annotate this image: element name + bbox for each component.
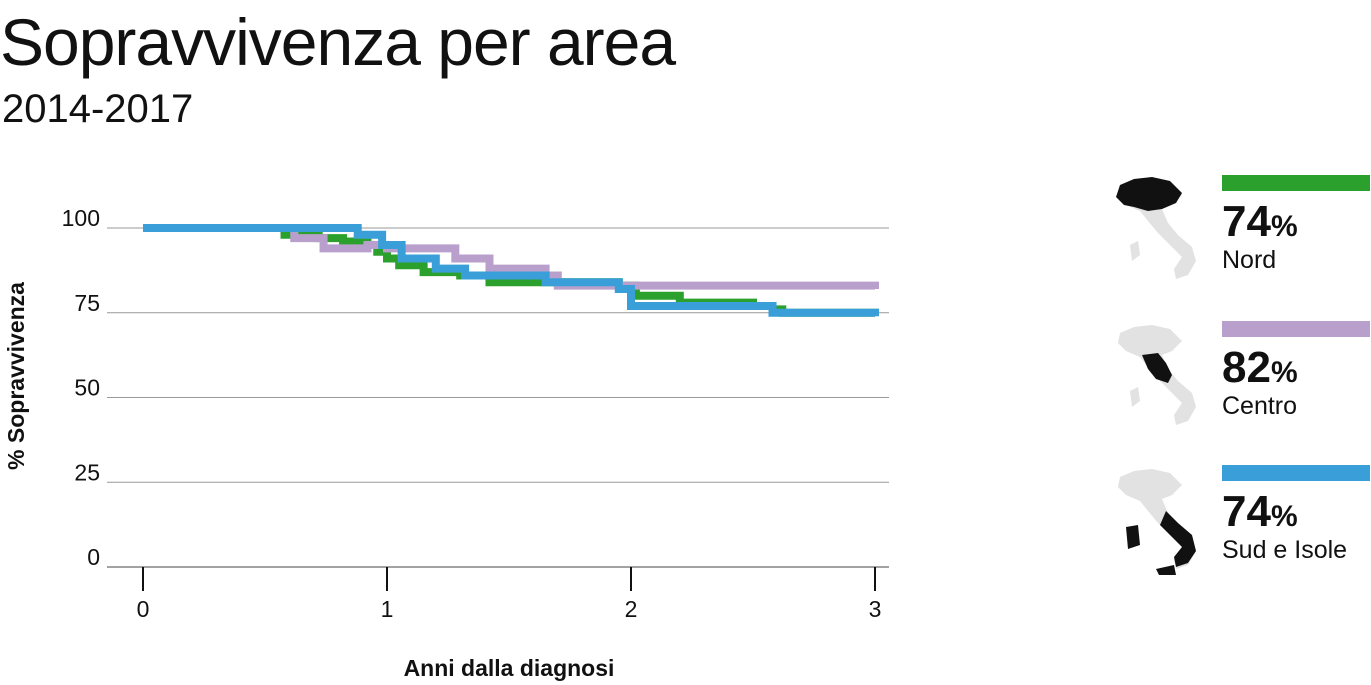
y-tick-labels: 0 25 50 75 100 <box>62 205 100 570</box>
x-tick-label-3: 3 <box>869 596 882 622</box>
legend-area-name: Nord <box>1222 246 1277 274</box>
legend-percentage: 74% <box>1222 487 1298 536</box>
series-lines <box>143 224 879 317</box>
legend-color-bar <box>1222 175 1370 191</box>
italy-south-map-icon <box>1118 469 1196 575</box>
series-line-sud-e-isole <box>143 224 879 317</box>
legend-area-name: Sud e Isole <box>1222 536 1348 564</box>
chart-subtitle: 2014-2017 <box>2 87 194 131</box>
x-axis-title: Anni dalla diagnosi <box>404 655 615 681</box>
legend-item-nord: 74% Nord <box>1112 175 1371 305</box>
x-axis: 0 1 2 3 <box>137 567 882 622</box>
chart-title: Sopravvivenza per area <box>0 5 676 79</box>
legend-item-centro: 82% Centro <box>1112 321 1371 451</box>
x-tick-label-2: 2 <box>625 596 638 622</box>
italy-north-map-icon <box>1116 177 1196 279</box>
x-tick-label-1: 1 <box>381 596 394 622</box>
italy-center-map-icon <box>1118 325 1196 425</box>
legend-percentage: 74% <box>1222 197 1298 246</box>
y-tick-label-75: 75 <box>74 290 100 316</box>
y-tick-label-50: 50 <box>74 375 100 401</box>
legend-percentage: 82% <box>1222 343 1298 392</box>
y-tick-label-0: 0 <box>87 544 100 570</box>
x-tick-label-0: 0 <box>137 596 150 622</box>
legend-item-sud: 74% Sud e Isole <box>1112 465 1371 595</box>
y-axis-title: % Sopravvivenza <box>3 282 29 470</box>
legend-area-name: Centro <box>1222 392 1298 420</box>
y-tick-label-100: 100 <box>62 205 100 231</box>
legend-color-bar <box>1222 321 1370 337</box>
legend-color-bar <box>1222 465 1370 481</box>
survival-chart: 0 25 50 75 100 0 1 2 3 % Sopravvivenza Anni dal… <box>3 205 889 681</box>
y-tick-label-25: 25 <box>74 459 100 485</box>
